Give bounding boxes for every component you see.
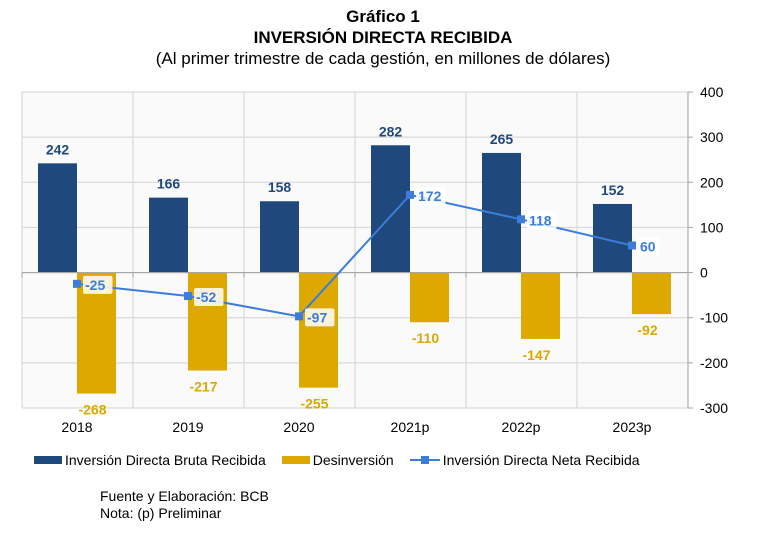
x-tick-label: 2018 [61, 419, 92, 435]
marker-neta [628, 241, 636, 250]
legend-item-desinversion: Desinversión [281, 452, 394, 468]
chart-title-block: Gráfico 1 INVERSIÓN DIRECTA RECIBIDA (Al… [0, 6, 766, 70]
data-label-neta: 172 [418, 188, 442, 204]
legend: Inversión Directa Bruta Recibida Desinve… [34, 452, 656, 468]
data-label-desinversion: -147 [522, 347, 550, 363]
legend-swatch-desinversion [281, 456, 310, 464]
data-label-bg-neta [305, 308, 335, 327]
data-label-desinversion: -255 [300, 396, 328, 412]
data-label-neta: -25 [85, 277, 105, 293]
data-label-desinversion: -268 [78, 402, 106, 418]
marker-neta [184, 292, 192, 301]
x-tick-label: 2019 [172, 419, 203, 435]
legend-marker-neta [420, 456, 429, 464]
bar-desinversion [632, 272, 671, 315]
x-tick-label: 2020 [283, 419, 314, 435]
bar-bruta [38, 163, 77, 273]
data-label-bruta: 158 [268, 179, 292, 195]
data-label-desinversion: -92 [637, 322, 657, 338]
bar-desinversion [521, 272, 560, 339]
data-label-bg-neta [416, 186, 446, 205]
y-tick-label: -200 [700, 355, 728, 371]
y-tick-label: 300 [700, 129, 724, 145]
source-note: Fuente y Elaboración: BCB [100, 488, 269, 504]
legend-swatch-bruta [34, 456, 62, 464]
data-label-neta: -52 [196, 289, 216, 305]
data-label-desinversion: -217 [189, 379, 217, 395]
bar-desinversion [299, 272, 338, 388]
preliminary-note: Nota: (p) Preliminar [100, 505, 222, 521]
x-tick-label: 2022p [502, 419, 541, 435]
bar-bruta [260, 201, 299, 273]
bar-desinversion [410, 272, 449, 323]
chart-subtitle: (Al primer trimestre de cada gestión, en… [155, 49, 611, 68]
data-label-bg-neta [638, 237, 659, 256]
legend-label-neta: Inversión Directa Neta Recibida [442, 452, 640, 468]
chart-title: INVERSIÓN DIRECTA RECIBIDA [253, 28, 513, 47]
data-label-bg-neta [83, 275, 113, 294]
data-label-neta: 60 [640, 238, 656, 254]
legend-swatch-neta [409, 455, 440, 465]
data-label-bg-neta [527, 211, 557, 230]
y-tick-label: 0 [700, 265, 708, 281]
bar-desinversion [188, 272, 227, 371]
data-label-bruta: 242 [46, 141, 70, 157]
notes: Fuente y Elaboración: BCB Nota: (p) Prel… [100, 488, 269, 522]
bar-bruta [149, 197, 188, 273]
legend-label-bruta: Inversión Directa Bruta Recibida [65, 452, 266, 468]
data-label-bg-neta [194, 288, 224, 307]
data-label-neta: 118 [529, 212, 552, 228]
y-tick-label: 200 [700, 174, 724, 190]
y-tick-label: -300 [700, 400, 728, 416]
y-tick-label: 400 [700, 84, 724, 100]
legend-item-bruta: Inversión Directa Bruta Recibida [34, 452, 266, 468]
data-label-desinversion: -110 [412, 330, 439, 346]
x-tick-label: 2023p [613, 419, 652, 435]
data-label-bruta: 166 [157, 176, 181, 192]
data-label-bruta: 152 [601, 182, 625, 198]
figure-label: Gráfico 1 [346, 7, 420, 26]
bar-bruta [371, 145, 410, 273]
data-label-neta: -97 [307, 309, 327, 325]
marker-neta [517, 215, 525, 224]
marker-neta [295, 312, 303, 321]
y-tick-label: -100 [700, 310, 728, 326]
x-tick-label: 2021p [391, 419, 430, 435]
marker-neta [73, 279, 81, 288]
marker-neta [406, 190, 414, 199]
legend-label-desinversion: Desinversión [312, 452, 394, 468]
legend-item-neta: Inversión Directa Neta Recibida [409, 452, 640, 468]
data-label-bruta: 282 [379, 123, 403, 139]
y-tick-label: 100 [700, 219, 724, 235]
data-label-bruta: 265 [490, 131, 514, 147]
